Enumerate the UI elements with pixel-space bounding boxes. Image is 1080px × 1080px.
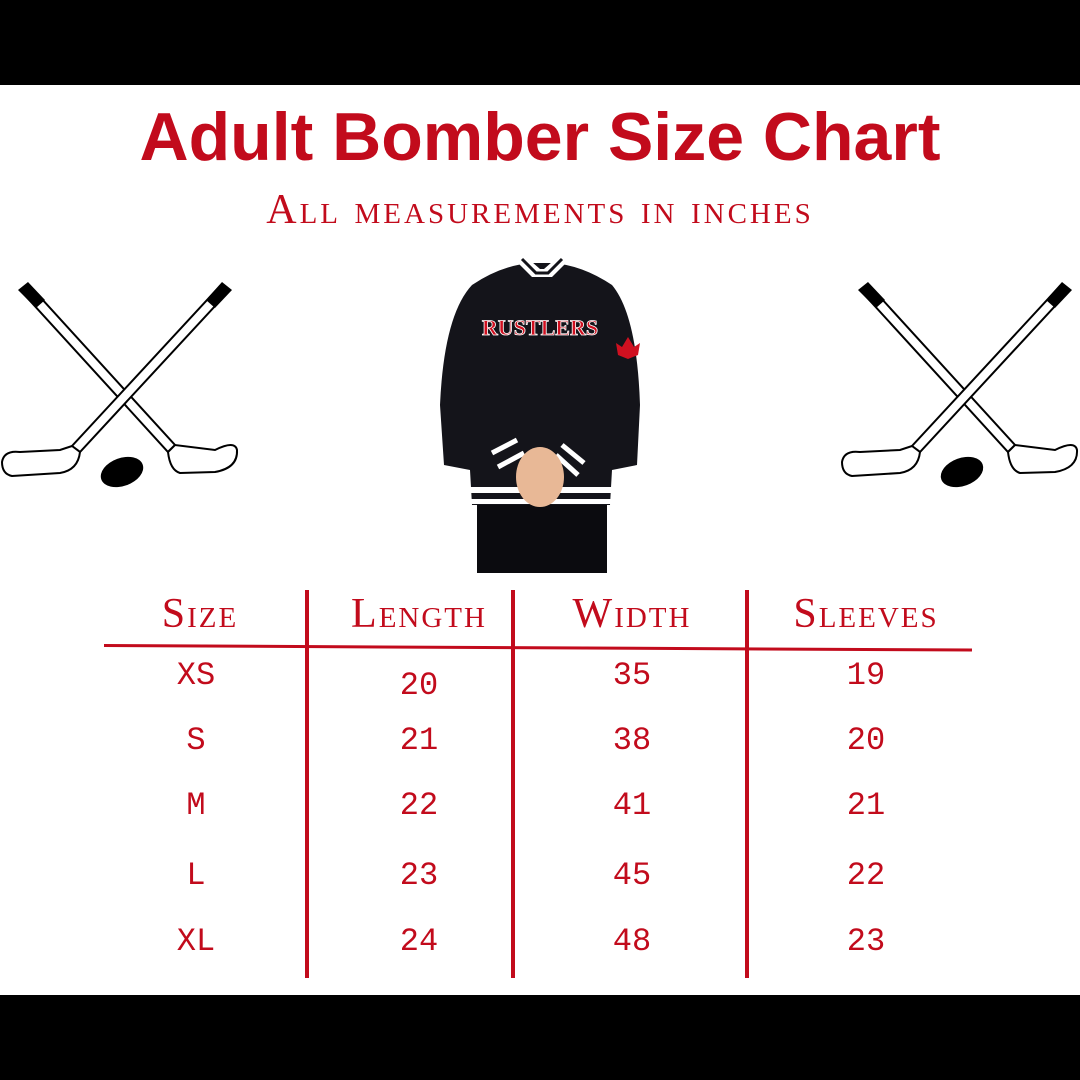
header-divider (103, 644, 972, 652)
cell-width: 48 (612, 923, 652, 960)
column-header-sleeves: Sleeves (793, 591, 939, 637)
cell-size: S (186, 722, 206, 759)
cell-width: 45 (612, 857, 652, 894)
jacket-photo: RUSTLERS (440, 255, 640, 573)
cell-sleeves: 23 (846, 923, 886, 960)
cell-sleeves: 19 (846, 657, 886, 694)
cell-size: XS (176, 657, 216, 694)
cell-length: 21 (399, 722, 439, 759)
column-header-width: Width (572, 591, 692, 637)
page-title: Adult Bomber Size Chart (139, 99, 941, 175)
column-divider (511, 590, 515, 978)
cell-width: 38 (612, 722, 652, 759)
jacket-lettering: RUSTLERS (482, 315, 598, 340)
cell-width: 35 (612, 657, 652, 694)
cell-size: XL (176, 923, 216, 960)
cell-length: 24 (399, 923, 439, 960)
page-subtitle: All measurements in inches (266, 187, 814, 233)
column-header-size: Size (161, 591, 239, 637)
bottom-band (0, 995, 1080, 1080)
cell-length: 23 (399, 857, 439, 894)
column-header-length: Length (351, 591, 487, 637)
column-divider (305, 590, 309, 978)
cell-length: 22 (399, 787, 439, 824)
column-divider (745, 590, 749, 978)
cell-size: M (186, 787, 206, 824)
cell-sleeves: 22 (846, 857, 886, 894)
cell-sleeves: 20 (846, 722, 886, 759)
hockey-sticks-icon (0, 282, 239, 488)
cell-length: 20 (399, 667, 439, 704)
cell-width: 41 (612, 787, 652, 824)
top-band (0, 0, 1080, 85)
cell-size: L (186, 857, 206, 894)
hockey-sticks-icon (840, 282, 1079, 488)
cell-sleeves: 21 (846, 787, 886, 824)
